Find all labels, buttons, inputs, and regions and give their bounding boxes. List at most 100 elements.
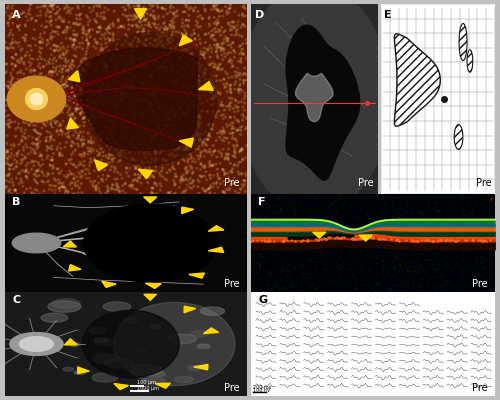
Point — [228, 123, 236, 129]
Point — [342, 207, 350, 213]
Point — [420, 250, 428, 257]
Point — [439, 217, 447, 223]
Point — [204, 186, 212, 193]
Point — [176, 106, 184, 112]
Point — [479, 231, 487, 238]
Point — [19, 118, 27, 125]
Point — [178, 190, 186, 196]
Point — [166, 64, 174, 71]
Point — [46, 9, 54, 16]
Point — [420, 227, 428, 234]
Point — [242, 154, 250, 161]
Point — [314, 262, 322, 269]
Point — [252, 263, 260, 269]
Ellipse shape — [26, 88, 48, 110]
Point — [4, 124, 12, 130]
Point — [189, 178, 197, 185]
Point — [201, 6, 209, 12]
Point — [151, 90, 159, 97]
Point — [352, 236, 360, 242]
Point — [224, 151, 232, 157]
Point — [256, 191, 264, 197]
Point — [157, 183, 165, 189]
Point — [125, 16, 133, 23]
Point — [214, 43, 222, 49]
Point — [170, 122, 177, 128]
Point — [358, 261, 366, 268]
Point — [316, 204, 324, 210]
Point — [24, 151, 32, 157]
Point — [188, 185, 196, 192]
Point — [261, 256, 269, 262]
Point — [298, 284, 306, 291]
Point — [463, 218, 471, 224]
Point — [6, 166, 14, 172]
Point — [46, 46, 54, 52]
Point — [150, 96, 158, 102]
Point — [106, 152, 114, 159]
Polygon shape — [296, 74, 333, 122]
Point — [375, 196, 383, 202]
Point — [80, 119, 88, 126]
Point — [452, 201, 460, 207]
Point — [69, 112, 77, 118]
Point — [108, 182, 116, 188]
Point — [36, 151, 44, 157]
Point — [167, 2, 175, 8]
Point — [154, 4, 162, 10]
Point — [402, 225, 409, 231]
Point — [329, 200, 337, 207]
Point — [124, 83, 132, 89]
Point — [432, 274, 440, 280]
Point — [96, 131, 104, 137]
Point — [472, 286, 480, 292]
Point — [332, 262, 340, 269]
Point — [434, 216, 442, 223]
Point — [196, 113, 203, 119]
Point — [77, 180, 85, 187]
Point — [144, 144, 152, 150]
Point — [3, 148, 11, 155]
Point — [338, 191, 345, 198]
Point — [308, 281, 316, 288]
Point — [214, 7, 222, 13]
Point — [124, 173, 132, 180]
Point — [398, 204, 406, 211]
Point — [402, 258, 409, 265]
Point — [123, 14, 131, 20]
Point — [14, 15, 22, 22]
Point — [360, 234, 368, 241]
Point — [135, 3, 143, 9]
Point — [399, 278, 407, 285]
Point — [331, 234, 339, 241]
Point — [412, 259, 420, 265]
Point — [288, 262, 296, 268]
Point — [72, 107, 80, 113]
Point — [182, 164, 190, 170]
Point — [406, 260, 414, 266]
Point — [166, 4, 174, 11]
Point — [130, 64, 138, 70]
Point — [22, 32, 30, 38]
Point — [22, 162, 30, 169]
Point — [252, 286, 260, 292]
Point — [294, 275, 302, 281]
Point — [145, 151, 153, 157]
Point — [444, 281, 452, 287]
Point — [90, 168, 98, 174]
Point — [413, 278, 421, 285]
Point — [101, 52, 109, 58]
Point — [176, 55, 184, 61]
Point — [118, 11, 126, 18]
Point — [170, 71, 178, 78]
Point — [179, 9, 187, 15]
Point — [26, 102, 34, 108]
Point — [280, 284, 288, 290]
Point — [220, 138, 228, 144]
Point — [208, 163, 216, 169]
Point — [319, 254, 327, 260]
Point — [106, 73, 114, 80]
Point — [29, 56, 37, 62]
Point — [6, 79, 14, 86]
Point — [88, 146, 96, 152]
